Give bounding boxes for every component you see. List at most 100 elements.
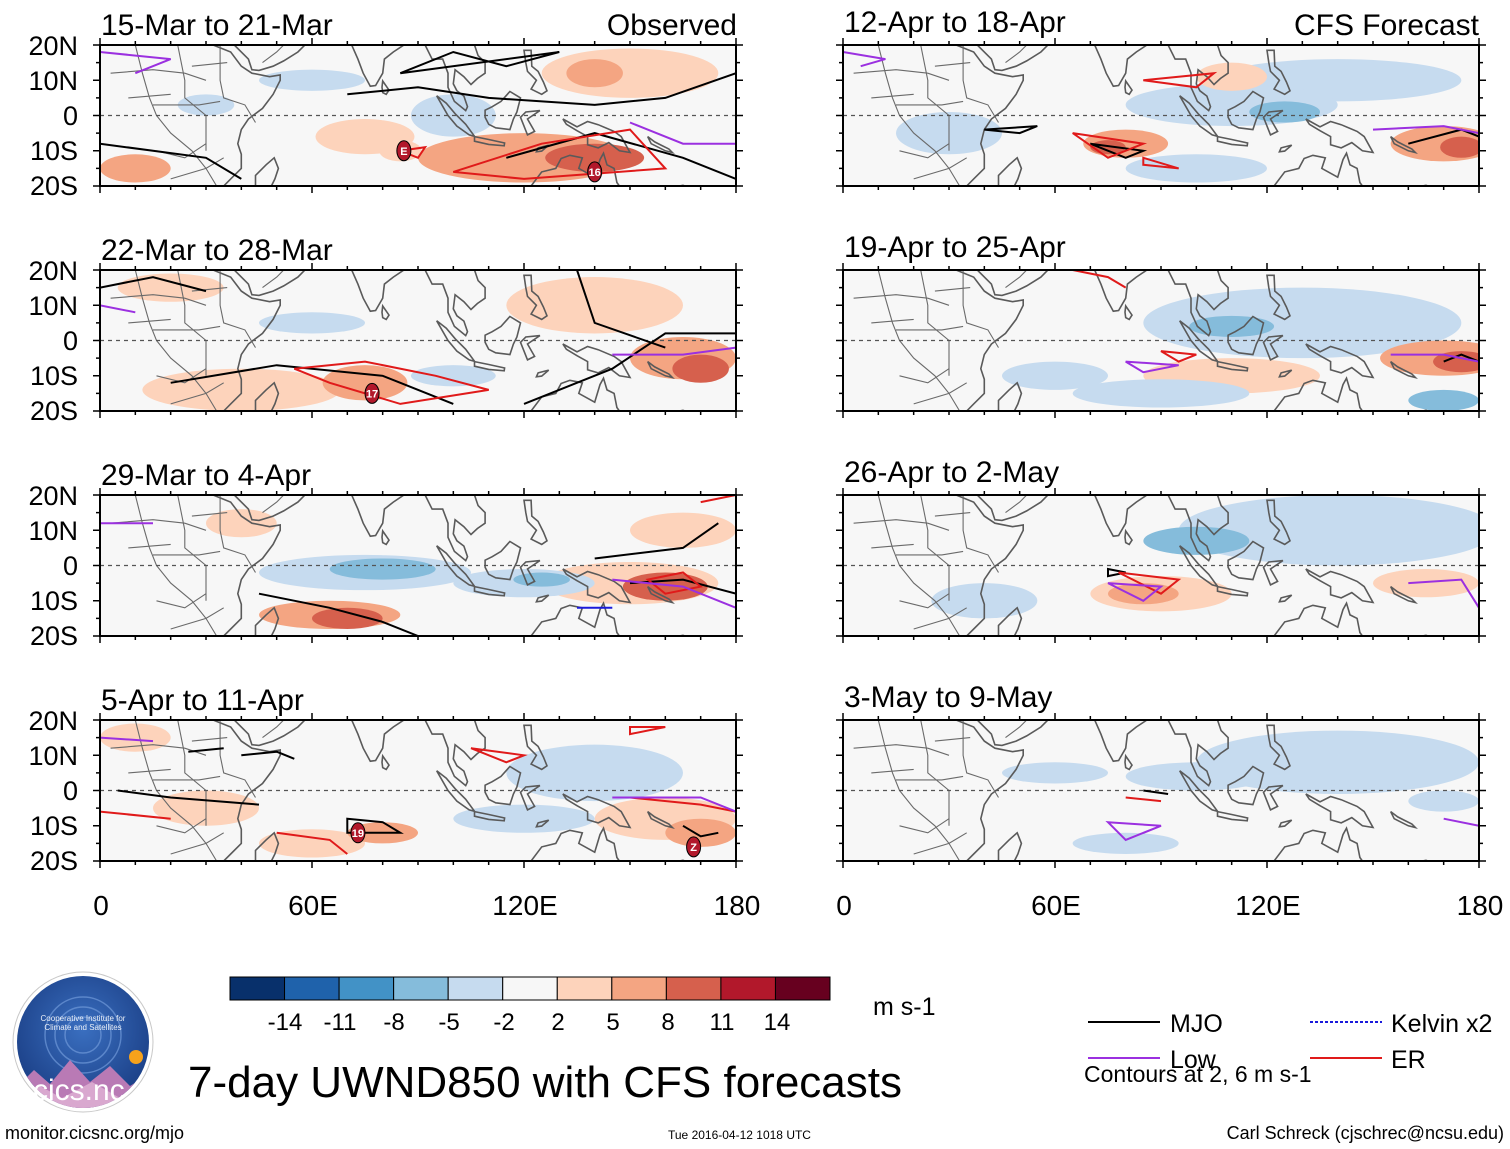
lat-label: 20S (29, 846, 78, 876)
colorbar-swatch (229, 976, 286, 1001)
er-contour (700, 495, 736, 504)
mjo-contour (347, 72, 736, 106)
coastline (1278, 144, 1293, 153)
low-contour (629, 121, 736, 145)
map-panel: 19 Z (93, 702, 743, 868)
country-border (853, 744, 950, 756)
anomaly-shading (453, 804, 595, 833)
anomaly-shading (931, 583, 1038, 619)
coastline (646, 585, 675, 604)
anomaly-shading (672, 354, 729, 383)
country-border (896, 550, 964, 556)
country-border (170, 382, 224, 405)
er-contour (470, 747, 528, 764)
coastline (525, 27, 531, 38)
country-border (262, 45, 285, 64)
country-border (899, 593, 950, 609)
coastline (1273, 376, 1364, 411)
lat-label: 10S (29, 361, 78, 391)
low-contour (1390, 353, 1479, 363)
country-border (853, 69, 950, 81)
country-border (219, 270, 256, 348)
country-border (871, 93, 914, 99)
country-border (177, 495, 207, 601)
anomaly-shading (259, 312, 365, 334)
country-border (177, 720, 207, 826)
coastline (1266, 49, 1291, 96)
storm-marker (686, 836, 702, 858)
coastline (1083, 495, 1149, 538)
country-border (913, 607, 967, 630)
anomaly-shading (1373, 569, 1479, 598)
er-contour (1143, 71, 1218, 89)
coastline (340, 270, 406, 313)
low-contour (1125, 360, 1179, 374)
storm-label: E (400, 146, 407, 158)
country-border (899, 368, 950, 384)
country-border (110, 69, 207, 81)
coastline (220, 270, 307, 297)
country-border (219, 495, 256, 573)
anomaly-shading (1072, 379, 1250, 408)
anomaly-shading (312, 607, 383, 629)
lat-label: 0 (62, 776, 78, 806)
storm-label: 19 (352, 828, 364, 840)
low-contour (100, 736, 154, 743)
country-border (913, 382, 967, 405)
colorbar-tick: 11 (709, 1009, 735, 1036)
coastline (1305, 793, 1375, 829)
country-border (156, 593, 207, 609)
anomaly-shading (117, 273, 224, 302)
er-contour (1160, 350, 1197, 363)
coastline (254, 156, 280, 186)
coastline (1268, 27, 1274, 38)
colorbar (229, 976, 831, 1001)
colorbar-tick: 5 (606, 1009, 620, 1036)
legend-label-kelvin: Kelvin x2 (1391, 1010, 1493, 1038)
coastline (1266, 274, 1291, 321)
coastline (843, 270, 1024, 411)
colorbar-swatch (611, 976, 667, 1001)
low-contour (100, 304, 136, 314)
mjo-contour (1443, 353, 1479, 363)
coastline (963, 45, 1050, 72)
anomaly-shading (100, 154, 171, 183)
source-url: monitor.cicsnc.org/mjo (5, 1123, 185, 1143)
anomaly-shading (1408, 790, 1479, 812)
coastline (562, 793, 632, 829)
anomaly-shading (630, 512, 736, 548)
coastline (1268, 702, 1274, 713)
anomaly-shading (506, 277, 683, 334)
country-border (962, 720, 999, 798)
country-border (853, 519, 950, 531)
mjo-contour (117, 789, 260, 806)
mjo-contour (399, 50, 560, 75)
colorbar-tick: -14 (267, 1009, 303, 1036)
coastline (1389, 585, 1418, 604)
coastline (1227, 90, 1265, 131)
mjo-contour (258, 592, 419, 636)
country-border (191, 512, 228, 517)
coastline (340, 45, 406, 88)
coastline (963, 495, 1050, 522)
coastline (646, 360, 675, 379)
coastline (525, 702, 531, 713)
coastline (473, 135, 506, 147)
anomaly-shading (1408, 389, 1479, 411)
country-border (128, 768, 171, 774)
country-border (1005, 495, 1028, 514)
anomaly-shading (566, 59, 623, 88)
mjo-contour (576, 270, 666, 349)
mjo-contour (984, 125, 1038, 135)
country-border (153, 100, 221, 106)
country-border (262, 495, 285, 514)
country-border (134, 270, 218, 411)
coastline (424, 270, 486, 337)
coastline (997, 831, 1023, 861)
country-border (877, 45, 961, 186)
country-border (191, 737, 228, 742)
er-contour (629, 796, 736, 813)
colorbar-swatch (665, 976, 722, 1001)
coastline (1278, 369, 1293, 378)
country-border (219, 45, 256, 123)
